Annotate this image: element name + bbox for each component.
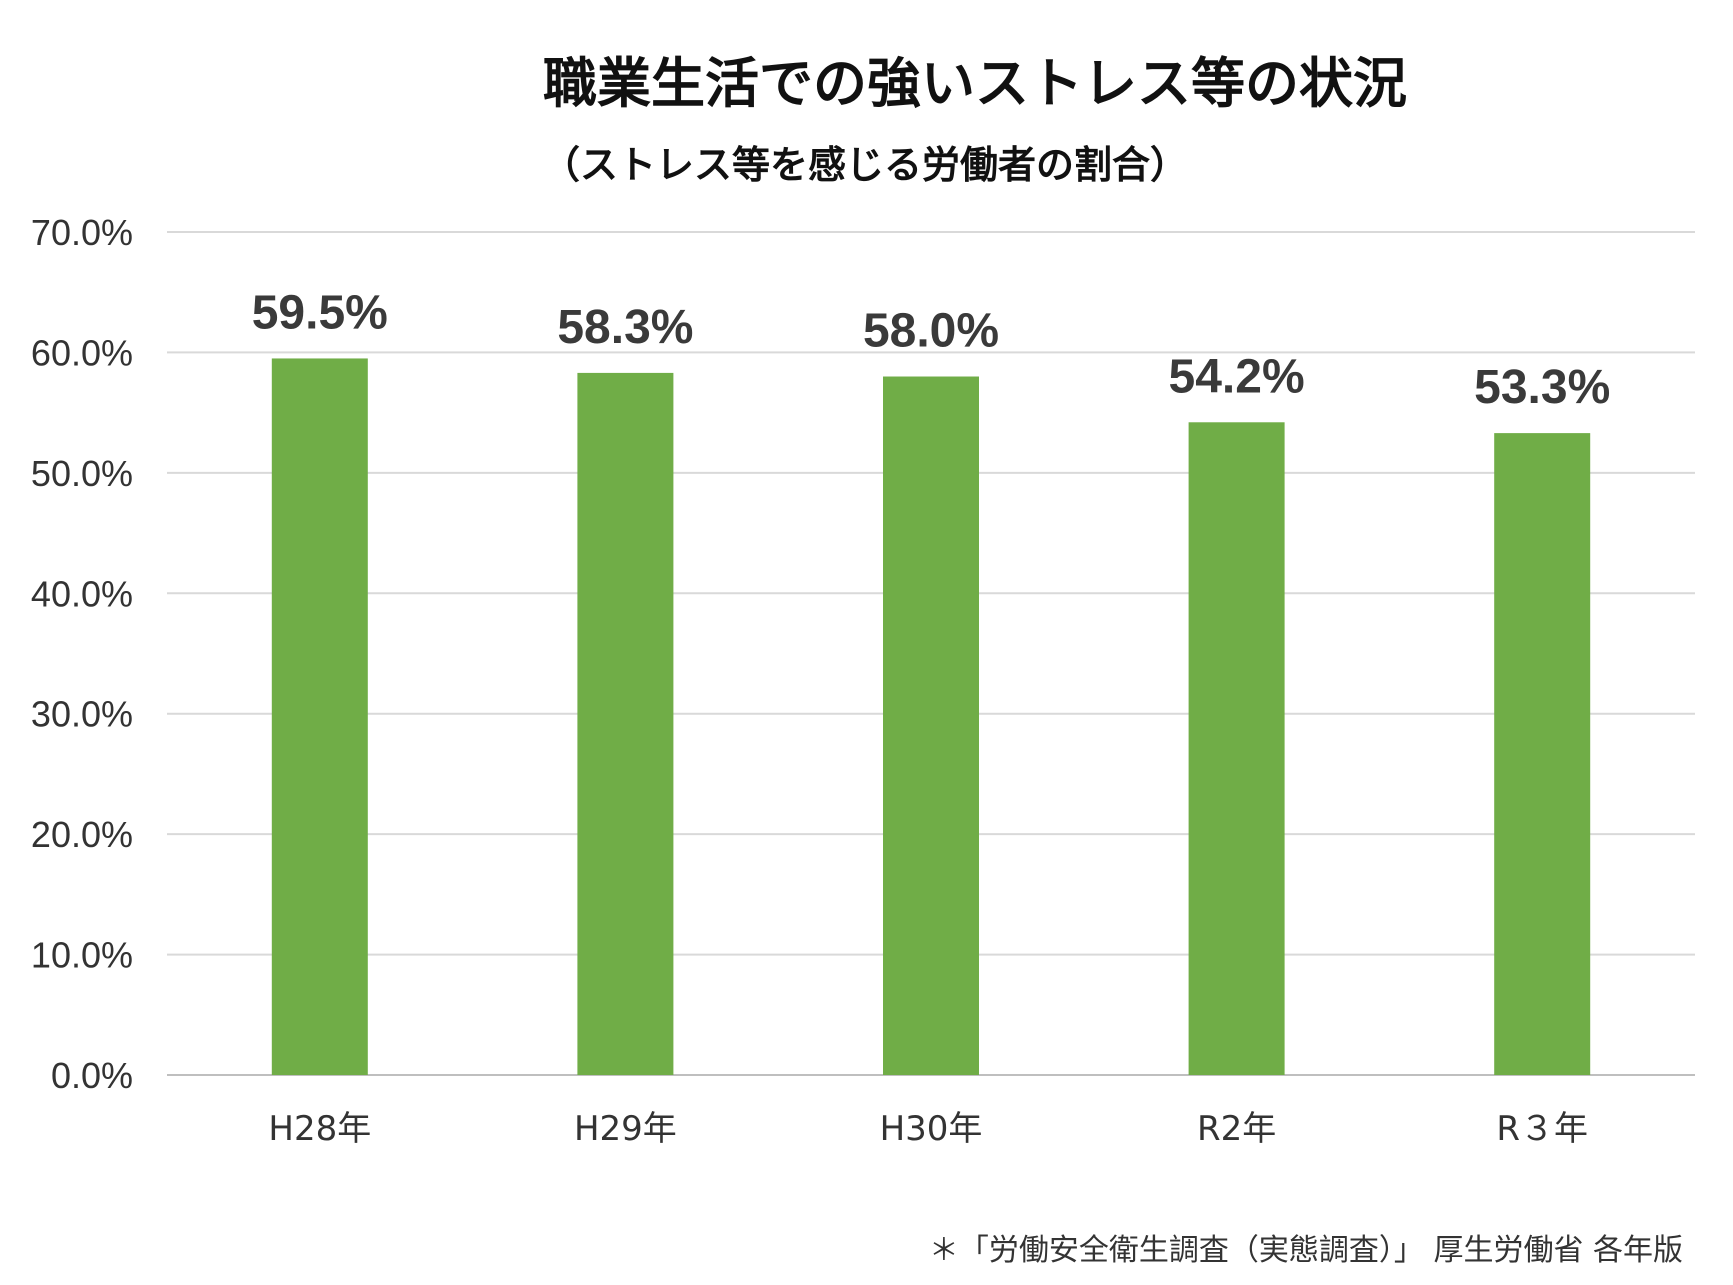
y-tick-label: 60.0%: [31, 332, 133, 373]
y-tick-label: 30.0%: [31, 694, 133, 735]
bar: [577, 372, 674, 1075]
x-tick-label: H28年: [268, 1109, 371, 1149]
y-tick-label: 10.0%: [31, 935, 133, 976]
data-label: 59.5%: [252, 286, 388, 339]
y-tick-label: 20.0%: [31, 814, 133, 855]
y-tick-label: 0.0%: [51, 1055, 133, 1096]
y-tick-label: 50.0%: [31, 453, 133, 494]
x-tick-label: H29年: [574, 1109, 677, 1149]
data-label: 53.3%: [1474, 361, 1610, 414]
x-axis-ticks: H28年 H29年 H30年 R2年 R３年: [268, 1109, 1588, 1149]
data-label: 58.3%: [557, 301, 693, 354]
chart-subtitle: （ストレス等を感じる労働者の割合）: [542, 143, 1188, 187]
x-tick-label: H30年: [880, 1109, 983, 1149]
bar: [883, 376, 979, 1075]
y-tick-label: 70.0%: [31, 212, 133, 253]
bar: [271, 358, 368, 1075]
y-axis-ticks: 0.0% 10.0% 20.0% 30.0% 40.0% 50.0% 60.0% 70.0%: [31, 212, 133, 1096]
y-tick-label: 40.0%: [31, 573, 133, 614]
bar: [1188, 422, 1285, 1076]
bars: [271, 358, 1591, 1076]
data-label: 54.2%: [1169, 350, 1305, 403]
data-label: 58.0%: [863, 305, 999, 358]
chart-title: 職業生活での強いストレス等の状況: [543, 52, 1407, 115]
x-tick-label: R３年: [1496, 1109, 1588, 1149]
source-note: ＊「労働安全衛生調査（実態調査）」 厚生労働省 各年版: [929, 1233, 1683, 1268]
x-tick-label: R2年: [1197, 1109, 1276, 1149]
data-labels: 59.5% 58.3% 58.0% 54.2% 53.3%: [252, 286, 1611, 414]
bar: [1494, 433, 1591, 1075]
